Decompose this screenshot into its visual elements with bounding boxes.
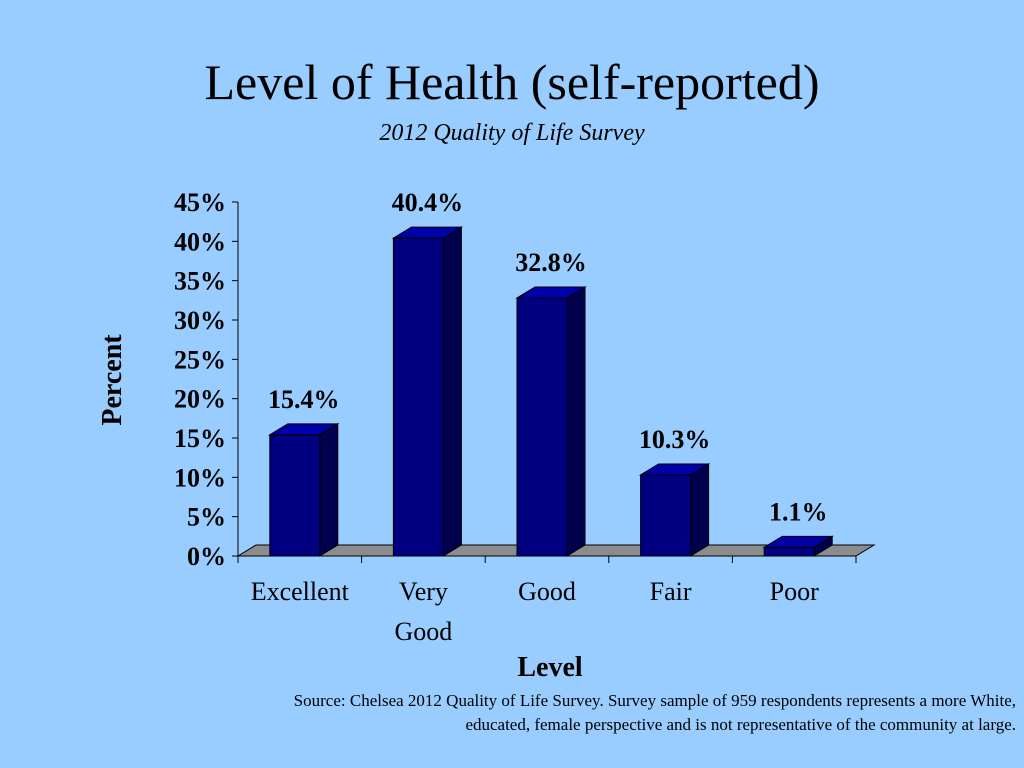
labels-layer: 0% 5% 10% 15% 20% 25% 30% 35% 40% 45% 15.4% Excelle… [97, 188, 827, 683]
bar-poor [762, 535, 834, 557]
data-label: 32.8% [515, 248, 587, 277]
bar-very-good [391, 226, 464, 557]
bar-front [392, 237, 444, 557]
bar-front [763, 546, 815, 557]
y-tick-label: 0% [187, 542, 226, 571]
data-label: 10.3% [639, 425, 711, 454]
bar-front [269, 434, 321, 557]
bar-top [515, 286, 587, 299]
data-label: 15.4% [268, 385, 340, 414]
y-tick-label: 10% [174, 463, 226, 492]
bar-side [319, 422, 339, 557]
x-tick-label: Fair [650, 577, 692, 606]
source-note: Source: Chelsea 2012 Quality of Life Sur… [293, 691, 1016, 734]
x-tick-label: Excellent [251, 577, 350, 606]
y-tick-label: 20% [174, 385, 226, 414]
bars-layer [268, 226, 834, 557]
chart-title: Level of Health (self-reported) [204, 54, 820, 110]
data-label: 40.4% [392, 188, 464, 217]
bar-top [762, 535, 834, 548]
bar-side [442, 226, 462, 557]
bar-side [566, 286, 586, 557]
x-tick-label: Good [395, 617, 453, 646]
bar-excellent [268, 422, 340, 557]
bar-fair [638, 463, 711, 557]
y-tick-label: 30% [174, 306, 226, 335]
x-tick-label: Very [399, 577, 448, 606]
bar-side [690, 463, 710, 557]
bar-top [391, 226, 464, 239]
y-tick-label: 25% [174, 345, 226, 374]
x-tick-label: Good [518, 577, 576, 606]
bar-top [268, 423, 340, 436]
y-tick-label: 45% [174, 188, 226, 217]
chart-subtitle: 2012 Quality of Life Survey [379, 120, 645, 146]
bar-top [638, 463, 711, 476]
y-tick-label: 15% [174, 424, 226, 453]
x-axis-title: Level [517, 652, 583, 683]
y-tick-label: 40% [174, 227, 226, 256]
y-tick-label: 35% [174, 267, 226, 296]
y-tick-label: 5% [187, 503, 226, 532]
bar-front [516, 297, 568, 557]
y-axis-title: Percent [97, 334, 128, 426]
data-label: 1.1% [769, 497, 828, 526]
bar-good [515, 286, 587, 557]
bar-front [640, 474, 692, 557]
x-tick-label: Poor [770, 577, 819, 606]
